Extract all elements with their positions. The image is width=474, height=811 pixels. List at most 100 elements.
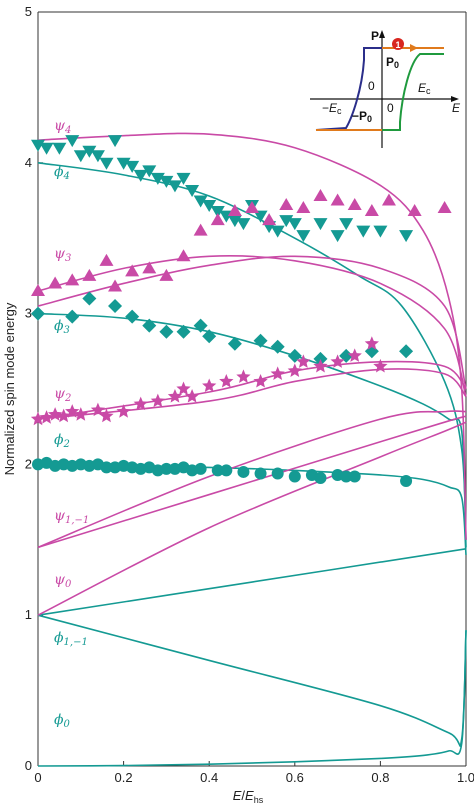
data-markers	[30, 135, 452, 487]
label-psi-4: ψ4	[54, 118, 71, 136]
inset-p-arrow	[379, 30, 385, 38]
curve-psi_1m1_a	[37, 415, 467, 549]
data-point-triangle-down	[159, 175, 174, 188]
data-point-triangle-down	[185, 184, 200, 197]
data-point-triangle-down	[270, 225, 285, 238]
curve-psi_2a	[37, 368, 467, 420]
data-point-star	[167, 389, 183, 403]
data-point-triangle-up	[210, 213, 225, 226]
data-point-triangle-up	[82, 268, 97, 281]
data-point-triangle-down	[279, 215, 294, 228]
data-point-diamond	[125, 309, 140, 324]
y-tick-label: 0	[25, 758, 32, 773]
data-point-diamond	[159, 324, 174, 339]
data-point-circle	[100, 461, 113, 474]
data-point-star	[330, 354, 345, 368]
data-point-triangle-down	[150, 172, 165, 185]
data-point-diamond	[65, 309, 80, 324]
data-point-triangle-down	[99, 157, 114, 170]
data-point-triangle-up	[347, 198, 362, 211]
data-point-triangle-down	[90, 150, 105, 163]
data-point-diamond	[193, 318, 208, 333]
curve-psi_1m1_b	[37, 410, 467, 549]
label-phi-1m1: ϕ1,−1	[54, 630, 88, 648]
y-tick-label: 2	[25, 456, 32, 471]
label-psi-2: ψ2	[54, 386, 71, 404]
data-point-triangle-up	[407, 204, 422, 217]
label-psi-1m1: ψ1,−1	[54, 508, 89, 526]
data-point-diamond	[82, 291, 97, 306]
data-point-triangle-down	[330, 230, 345, 243]
data-point-triangle-up	[99, 253, 114, 266]
x-tick-label: 0.6	[286, 770, 304, 785]
data-point-triangle-up	[159, 268, 174, 281]
x-axis-label: E/Ehs	[233, 788, 264, 805]
inset-state-marker-label: 1	[395, 40, 400, 50]
data-point-triangle-down	[167, 180, 182, 193]
data-point-triangle-up	[330, 193, 345, 206]
data-point-circle	[288, 470, 301, 483]
inset-p-label: P	[371, 29, 379, 43]
data-point-star	[176, 381, 191, 396]
data-point-triangle-up	[193, 223, 208, 236]
curve-psi_2b	[37, 360, 467, 420]
y-tick-label: 1	[25, 607, 32, 622]
data-point-triangle-down	[125, 160, 140, 173]
y-tick-label: 5	[25, 4, 32, 19]
label-phi-0: ϕ0	[54, 712, 71, 730]
data-point-diamond	[176, 324, 191, 339]
data-point-triangle-up	[65, 273, 80, 286]
data-point-triangle-down	[399, 230, 414, 243]
inset-zero-right: 0	[387, 101, 394, 115]
data-point-star	[347, 348, 362, 362]
mode-labels: ψ4 ϕ4 ψ3 ϕ3 ψ2 ϕ2 ψ1,−1 ψ0 ϕ1,−1 ϕ0	[54, 118, 89, 730]
data-point-triangle-down	[31, 139, 45, 152]
data-point-triangle-up	[176, 249, 191, 262]
data-point-triangle-down	[142, 165, 157, 178]
data-point-star	[116, 404, 131, 418]
data-point-star	[56, 408, 71, 423]
data-point-triangle-up	[364, 204, 379, 217]
data-point-circle	[340, 470, 353, 483]
x-tick-label: 0.8	[371, 770, 389, 785]
data-point-star	[364, 336, 379, 350]
data-point-triangle-up	[313, 188, 328, 201]
inset-e-arrow	[451, 96, 459, 102]
data-point-triangle-down	[82, 145, 97, 158]
curve-psi_0	[37, 421, 467, 616]
data-point-star	[150, 393, 165, 408]
data-point-diamond	[399, 344, 414, 359]
data-point-triangle-down	[313, 218, 328, 231]
data-point-triangle-down	[202, 200, 217, 213]
axes	[37, 11, 467, 767]
data-point-diamond	[202, 329, 217, 344]
data-point-triangle-down	[133, 169, 148, 182]
data-point-triangle-down	[373, 225, 388, 238]
data-point-diamond	[31, 306, 45, 321]
inset-ec-neg: −Ec	[322, 101, 342, 116]
data-point-triangle-up	[296, 201, 311, 214]
inset-hysteresis: 1 P P0 −P0 Ec −Ec E 0 0	[310, 29, 461, 148]
data-point-diamond	[313, 351, 328, 366]
label-phi-2: ϕ2	[54, 432, 70, 450]
data-point-triangle-down	[65, 135, 80, 148]
data-point-circle	[348, 470, 361, 483]
data-point-star	[65, 404, 80, 418]
data-point-circle	[254, 467, 267, 480]
data-point-star	[313, 358, 328, 373]
data-point-triangle-up	[31, 283, 45, 296]
data-point-star	[30, 411, 46, 426]
label-psi-3: ψ3	[54, 246, 71, 264]
label-psi-0: ψ0	[54, 572, 72, 590]
curve-phi_1m1_upper	[37, 548, 467, 616]
y-axis-label: Normalized spin mode energy	[2, 302, 17, 475]
data-point-triangle-down	[227, 215, 242, 228]
curve-psi_4	[37, 132, 467, 540]
data-point-diamond	[339, 348, 354, 363]
data-point-star	[73, 407, 88, 421]
data-point-triangle-down	[108, 135, 123, 148]
data-point-triangle-up	[262, 213, 277, 226]
data-point-diamond	[253, 333, 268, 348]
data-point-triangle-up	[381, 193, 396, 206]
data-point-diamond	[227, 336, 242, 351]
